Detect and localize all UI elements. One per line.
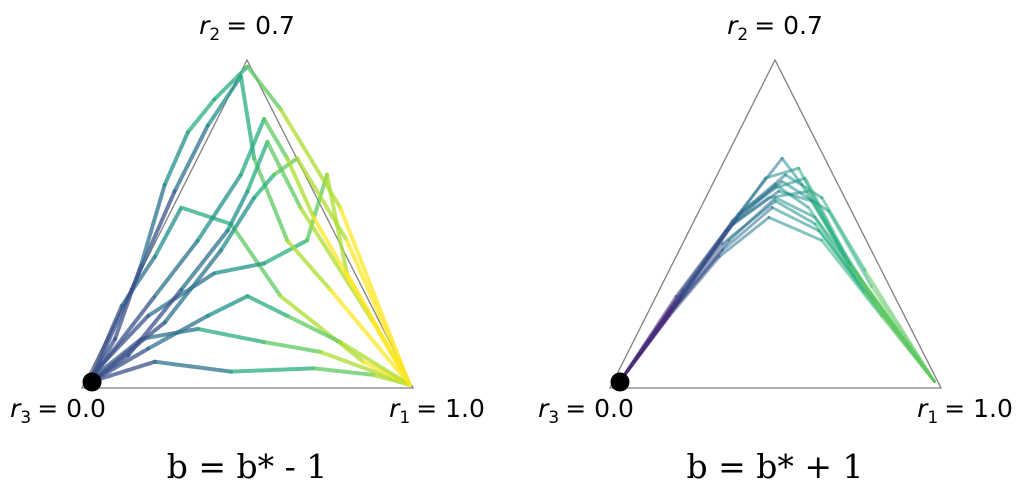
- trajectory-2-11-segment-4: [774, 199, 817, 226]
- trajectory-2-9-segment-3: [727, 189, 781, 229]
- trajectory-2-12-segment-6: [850, 265, 936, 383]
- vertex-label-left-2: r3 = 0.0: [538, 394, 634, 428]
- trajectory-2-12-segment-5: [803, 176, 854, 269]
- trajectory-1-7-segment-4: [252, 172, 276, 200]
- trajectory-1-7-segment-2: [162, 248, 224, 325]
- trajectory-1-6-segment-5: [185, 97, 217, 135]
- trajectory-1-6-segment-4: [162, 130, 190, 187]
- trajectory-2-12-segment-1: [618, 294, 685, 383]
- trajectory-1-10-segment-5: [262, 117, 290, 161]
- trajectory-1-5-segment-3: [172, 123, 210, 194]
- trajectory-1-4-segment-4: [262, 238, 310, 266]
- trajectory-1-5-segment-7: [285, 238, 333, 292]
- trajectories-1: [89, 64, 412, 387]
- trajectory-1-9-segment-2: [126, 287, 184, 358]
- vertex-label-right-2: r1 = 1.0: [917, 394, 1013, 428]
- trajectory-1-7-segment-5: [271, 156, 300, 177]
- trajectory-1-2-segment-3: [195, 326, 267, 345]
- trajectory-1-10-segment-6: [285, 156, 316, 220]
- vertex-label-right-1: r1 = 1.0: [389, 394, 485, 428]
- trajectory-1-4-segment-5: [305, 172, 329, 243]
- trajectory-2-5-segment-3: [721, 206, 774, 252]
- trajectory-1-6-segment-3: [139, 182, 167, 266]
- trajectory-2-10-segment-3: [740, 179, 784, 213]
- trajectory-1-10-segment-3: [195, 172, 243, 243]
- trajectory-1-6-segment-2: [113, 261, 144, 341]
- trajectory-1-1-segment-2: [152, 359, 233, 374]
- trajectory-1-9-segment-3: [179, 228, 230, 292]
- trajectory-1-9-segment-4: [225, 189, 250, 233]
- trajectory-1-1-segment-4: [311, 366, 376, 377]
- trajectory-1-10-segment-7: [311, 215, 412, 387]
- trajectory-1-8-segment-4: [245, 294, 290, 318]
- trajectory-2-8-segment-2: [668, 255, 721, 318]
- triangle-frame-1: [80, 58, 415, 389]
- trajectory-1-2-segment-1: [89, 336, 144, 381]
- start-marker-1: [82, 372, 102, 392]
- trajectory-1-8-segment-6: [338, 340, 412, 387]
- trajectory-1-2-segment-2: [139, 326, 200, 341]
- trajectory-1-7-segment-6: [295, 156, 349, 243]
- trajectory-2-3-segment-4: [774, 196, 817, 219]
- trajectories-2: [618, 156, 936, 383]
- vertex-label-top-2: r2 = 0.7: [727, 11, 823, 45]
- trajectory-2-12-segment-2: [681, 219, 734, 298]
- start-marker-2: [610, 372, 630, 392]
- trajectory-2-9-segment-4: [777, 189, 814, 203]
- trajectory-1-3-segment-3: [152, 205, 184, 259]
- trajectory-1-1-segment-3: [228, 366, 316, 374]
- trajectory-1-6-segment-6: [212, 64, 250, 102]
- trajectory-1-5-segment-4: [205, 74, 243, 128]
- trajectory-1-8-segment-2: [146, 313, 210, 351]
- trajectory-1-10-segment-4: [238, 117, 267, 177]
- trajectory-1-7-segment-7: [344, 238, 412, 387]
- trajectory-2-8-segment-3: [717, 215, 771, 259]
- trajectory-1-5-segment-6: [252, 156, 290, 243]
- trajectory-2-12-segment-3: [730, 186, 777, 223]
- trajectory-1-8-segment-3: [205, 294, 250, 318]
- panel-title-2: b = b* + 1: [686, 447, 863, 486]
- trajectory-1-4-segment-2: [146, 271, 217, 318]
- trajectory-1-3-segment-5: [228, 222, 283, 299]
- trajectory-1-6-segment-7: [245, 64, 283, 112]
- trajectory-1-6-segment-8: [278, 107, 343, 210]
- trajectory-2-6-segment-4: [783, 173, 824, 200]
- trajectory-1-9-segment-5: [245, 140, 270, 194]
- vertex-label-left-1: r3 = 0.0: [10, 394, 106, 428]
- trajectory-1-5-segment-8: [328, 287, 412, 387]
- trajectory-1-10-segment-2: [152, 238, 200, 299]
- trajectory-2-11-segment-5: [813, 222, 867, 295]
- trajectory-1-7-segment-3: [219, 195, 257, 253]
- trajectory-1-10-segment-1: [89, 294, 157, 381]
- triangle-frame-2: [608, 58, 943, 389]
- trajectory-2-5-segment-4: [770, 206, 821, 233]
- trajectory-1-4-segment-3: [212, 261, 267, 276]
- panel-2: r2 = 0.7 r3 = 0.0 r1 = 1.0 b = b* + 1: [538, 11, 1013, 486]
- trajectory-1-8-segment-5: [285, 313, 343, 345]
- trajectory-1-3-segment-4: [179, 205, 233, 226]
- trajectory-2-8-segment-4: [767, 215, 824, 242]
- trajectory-1-3-segment-6: [278, 294, 366, 364]
- trajectory-2-12-segment-4: [774, 176, 807, 190]
- trajectory-1-2-segment-4: [262, 340, 323, 354]
- vertex-label-top-1: r2 = 0.7: [199, 11, 295, 45]
- trajectory-1-1-segment-1: [89, 359, 157, 384]
- trajectory-2-11-segment-3: [721, 199, 777, 246]
- panel-title-1: b = b* - 1: [167, 447, 328, 486]
- trajectory-2-7-segment-4: [764, 166, 801, 180]
- trajectory-1-9-segment-6: [265, 140, 303, 210]
- trajectory-2-10-segment-5: [826, 209, 873, 288]
- panel-1: r2 = 0.7 r3 = 0.0 r1 = 1.0 b = b* - 1: [10, 11, 485, 486]
